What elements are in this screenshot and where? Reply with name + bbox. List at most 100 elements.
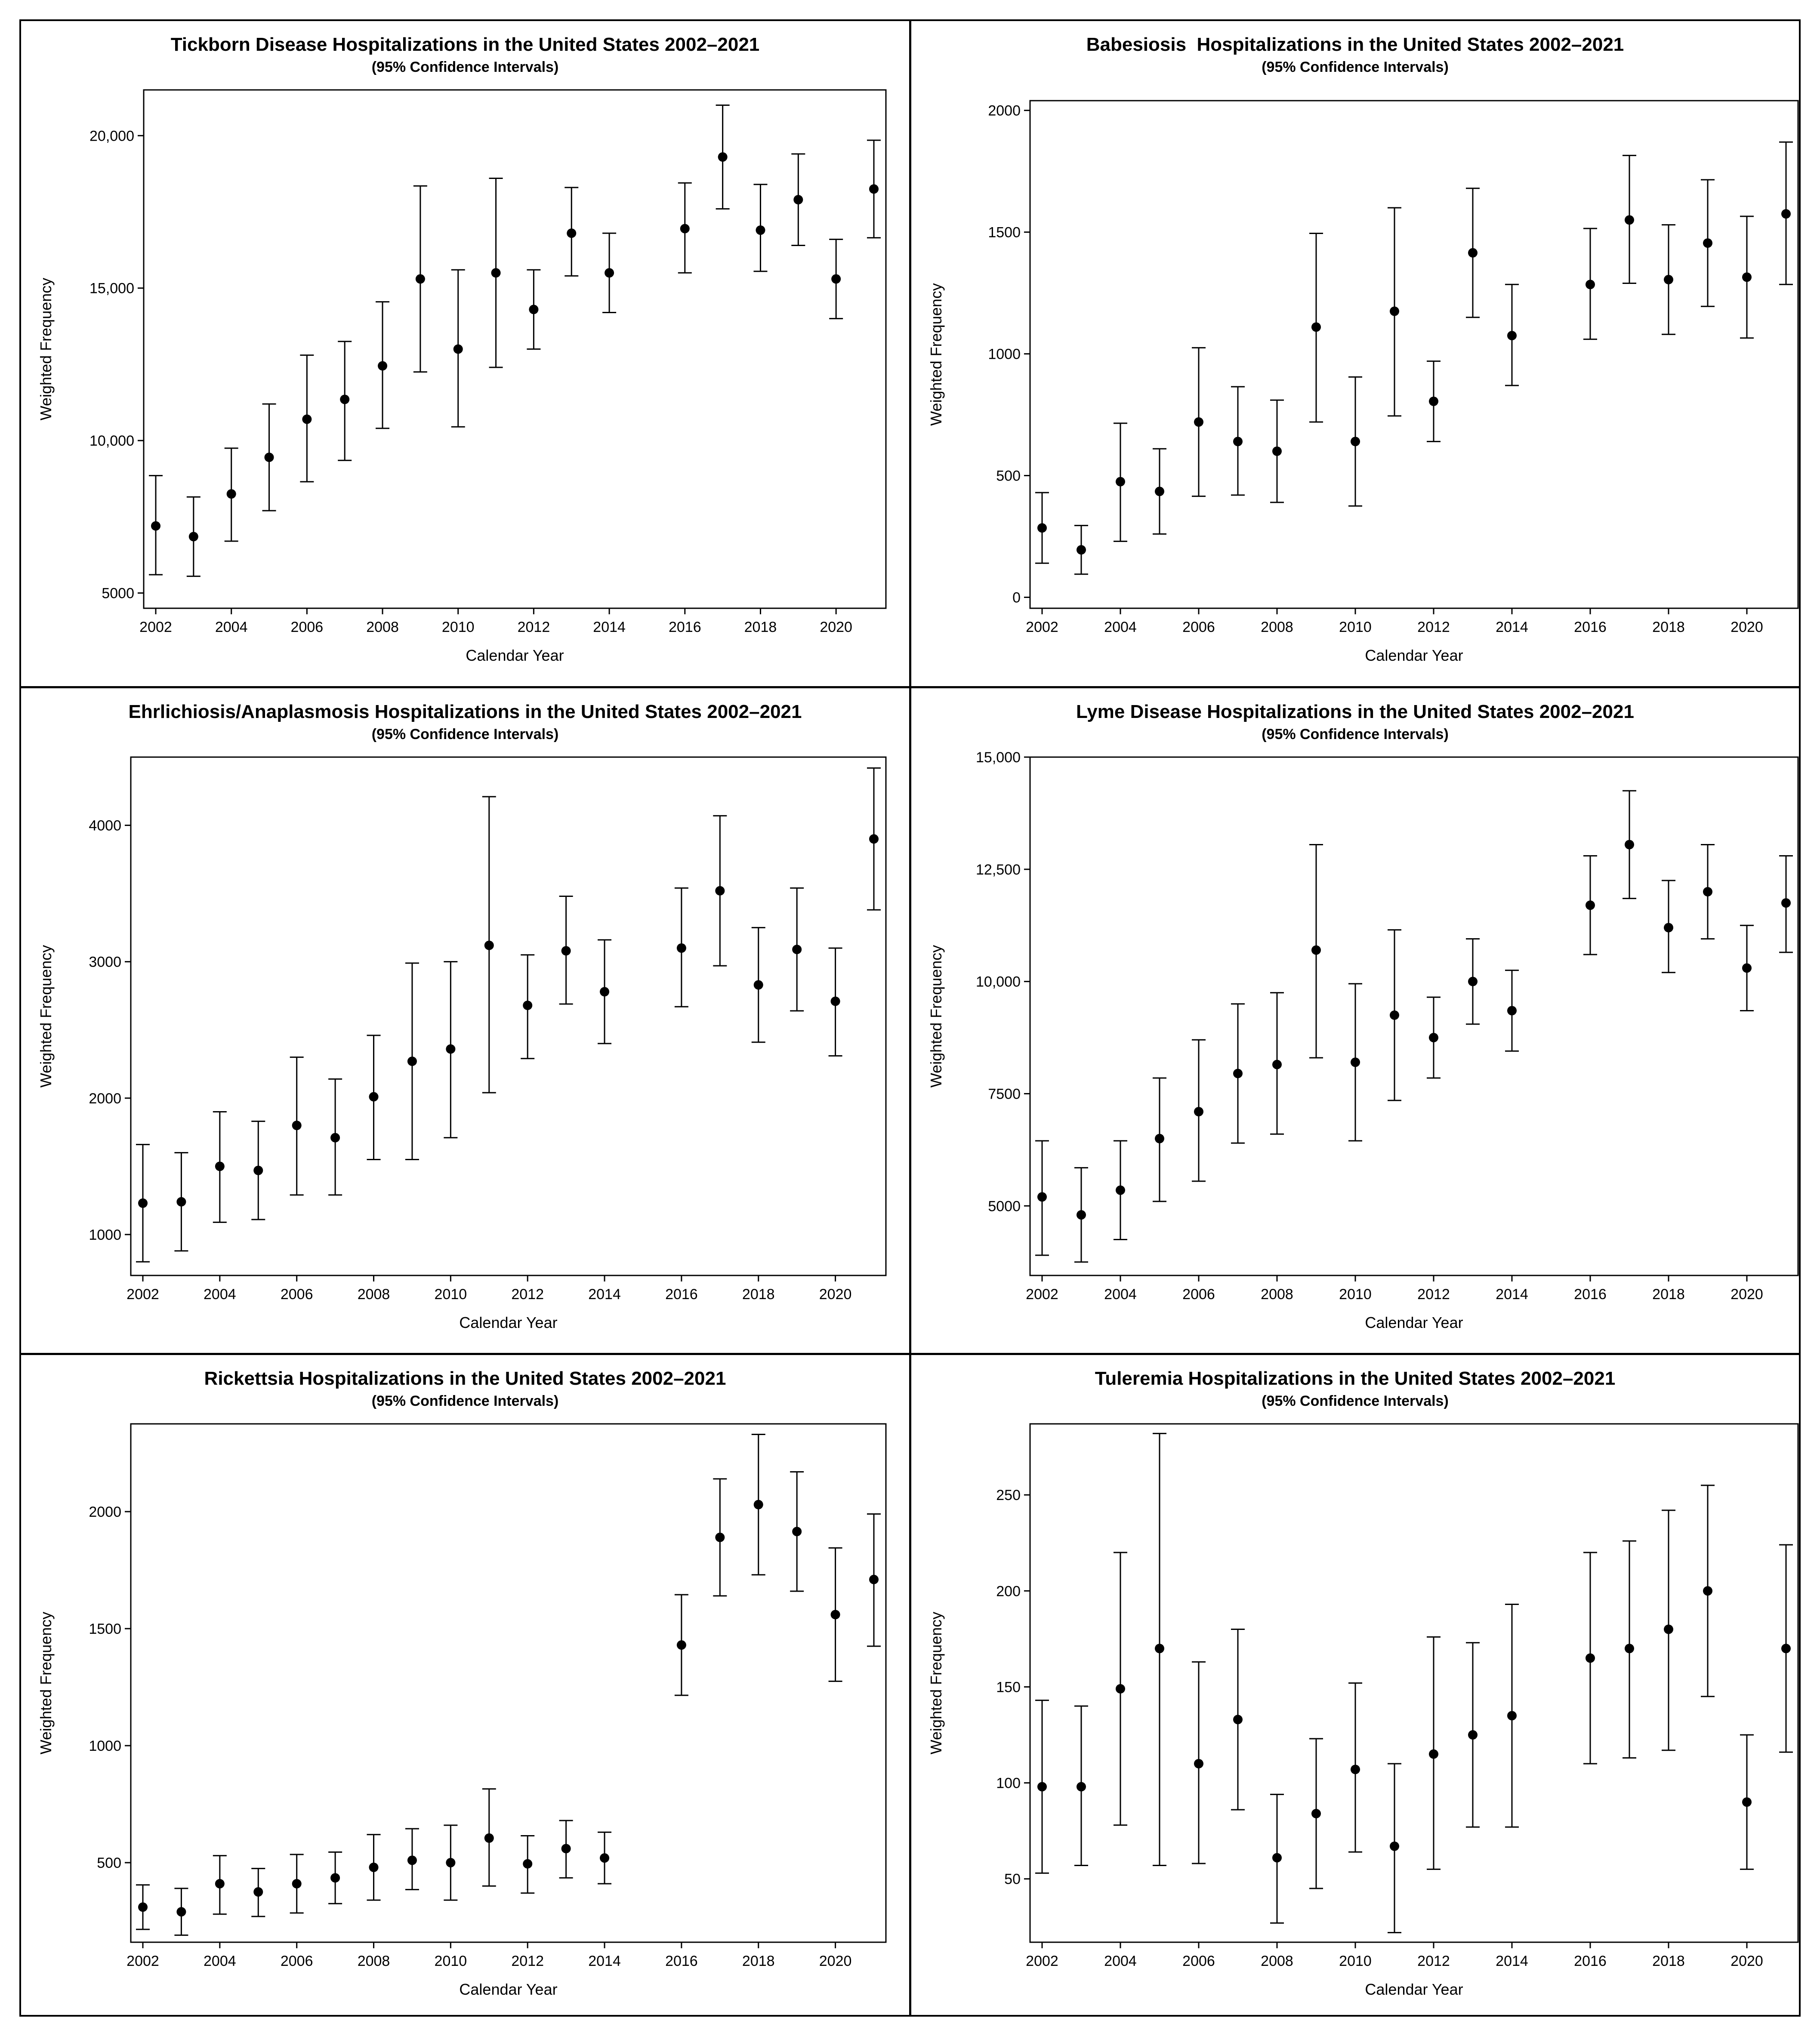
data-point-2005 [251, 1121, 265, 1220]
y-tick-label: 1500 [89, 1621, 121, 1637]
data-point-2014 [602, 232, 617, 313]
point-marker [792, 1527, 802, 1537]
data-point-2014 [1505, 283, 1519, 386]
data-point-2021 [867, 1513, 881, 1647]
x-tick-label: 2002 [1026, 619, 1058, 635]
y-tick-label: 1000 [89, 1738, 121, 1754]
panel-title: Babesiosis Hospitalizations in the Unite… [1086, 34, 1624, 55]
y-tick-label: 250 [996, 1487, 1021, 1503]
data-point-2011 [1388, 1763, 1401, 1934]
point-marker [1507, 1006, 1517, 1016]
point-marker [1194, 1107, 1203, 1117]
y-tick-label: 10,000 [89, 433, 134, 449]
data-point-2014 [1505, 970, 1519, 1052]
data-point-2021 [1779, 855, 1793, 953]
data-point-2021 [1779, 141, 1793, 285]
chart-svg: 50 100 150 200 250 2002 2004 2006 2008 2010 2012 20… [927, 1423, 1799, 1998]
x-tick-label: 2010 [1339, 1953, 1372, 1969]
point-marker [600, 987, 610, 997]
x-tick-label: 2010 [1339, 1286, 1372, 1303]
point-marker [1468, 248, 1478, 258]
point-marker [369, 1092, 379, 1102]
x-tick-label: 2006 [291, 619, 324, 635]
point-marker [1311, 322, 1321, 332]
plot-frame [1029, 756, 1799, 1276]
point-marker [561, 946, 571, 956]
x-tick-label: 2002 [126, 1286, 159, 1303]
point-marker [1077, 545, 1086, 555]
data-point-2010 [1348, 983, 1362, 1142]
x-tick-label: 2012 [1417, 1286, 1450, 1303]
point-marker [292, 1879, 302, 1888]
data-point-2017 [1623, 154, 1636, 284]
y-tick-label: 2000 [89, 1090, 121, 1107]
y-tick-label: 50 [1004, 1871, 1021, 1888]
x-tick-label: 2004 [1104, 1286, 1137, 1303]
point-marker [1351, 437, 1360, 447]
point-marker [1194, 1759, 1203, 1768]
point-marker [453, 344, 463, 354]
chart-svg: 1000 2000 3000 4000 2002 2004 2006 2008 2010 2012… [37, 756, 887, 1331]
data-point-2017 [713, 815, 727, 967]
point-marker [1586, 280, 1595, 290]
panel-title: Rickettsia Hospitalizations in the Unite… [204, 1368, 726, 1389]
x-tick-label: 2016 [1574, 1286, 1607, 1303]
y-tick-label: 7500 [988, 1086, 1021, 1102]
data-point-2017 [713, 1478, 727, 1597]
data-point-2006 [1192, 1661, 1206, 1864]
data-point-2002 [136, 1884, 150, 1930]
data-point-2002 [1035, 492, 1049, 564]
data-point-2008 [1270, 992, 1284, 1135]
data-point-2006 [1192, 347, 1206, 497]
point-marker [1586, 1653, 1595, 1663]
data-point-2010 [451, 269, 465, 428]
point-marker [1742, 963, 1752, 973]
data-point-2007 [328, 1851, 342, 1904]
data-point-2019 [1701, 1485, 1715, 1697]
x-axis-title: Calendar Year [1365, 647, 1463, 664]
x-tick-label: 2004 [204, 1286, 236, 1303]
point-marker [1272, 1853, 1282, 1863]
point-marker [151, 521, 160, 531]
point-marker [446, 1858, 456, 1868]
data-point-2007 [338, 341, 352, 461]
point-marker [1037, 1192, 1047, 1202]
plot-frame [1029, 100, 1799, 609]
chart-svg: 5000 7500 10,000 12,500 15,000 2002 2004 2006 20… [927, 749, 1799, 1331]
panel-subtitle: (95% Confidence Intervals) [371, 1393, 559, 1409]
y-tick-label: 12,500 [976, 862, 1021, 878]
chart-svg: 0 500 1000 1500 2000 2002 2004 2006 2008 2010 2012… [927, 100, 1799, 664]
x-tick-label: 2012 [511, 1953, 544, 1969]
x-tick-label: 2014 [1496, 619, 1528, 635]
y-tick-label: 1000 [89, 1227, 121, 1243]
point-marker [446, 1044, 456, 1054]
point-marker [1233, 1715, 1243, 1725]
data-point-2002 [1035, 1700, 1049, 1874]
y-tick-label: 100 [996, 1775, 1021, 1792]
point-marker [1703, 887, 1712, 896]
y-tick-label: 10,000 [976, 974, 1021, 990]
point-marker [1390, 1841, 1399, 1851]
point-marker [1116, 1185, 1125, 1195]
point-marker [830, 1610, 840, 1620]
point-marker [176, 1197, 186, 1207]
point-marker [340, 394, 350, 404]
data-point-2005 [1153, 448, 1166, 535]
data-point-2002 [149, 475, 163, 576]
x-tick-label: 2002 [139, 619, 172, 635]
data-point-2011 [489, 178, 503, 368]
x-tick-label: 2014 [593, 619, 626, 635]
y-tick-label: 2000 [89, 1504, 121, 1520]
data-point-2003 [1074, 525, 1088, 575]
data-point-2018 [1662, 224, 1675, 335]
x-tick-label: 2016 [665, 1953, 698, 1969]
y-tick-label: 3000 [89, 954, 121, 970]
data-point-2018 [753, 184, 768, 272]
data-point-2014 [1505, 1604, 1519, 1828]
point-marker [869, 834, 879, 844]
point-marker [1507, 331, 1517, 341]
horizontal-divider-1 [21, 686, 1799, 688]
panel-subtitle: (95% Confidence Intervals) [1262, 1393, 1449, 1409]
point-marker [1116, 477, 1125, 487]
chart-svg: 500 1000 1500 2000 2002 2004 2006 2008 2010 2012 2… [37, 1423, 887, 1998]
